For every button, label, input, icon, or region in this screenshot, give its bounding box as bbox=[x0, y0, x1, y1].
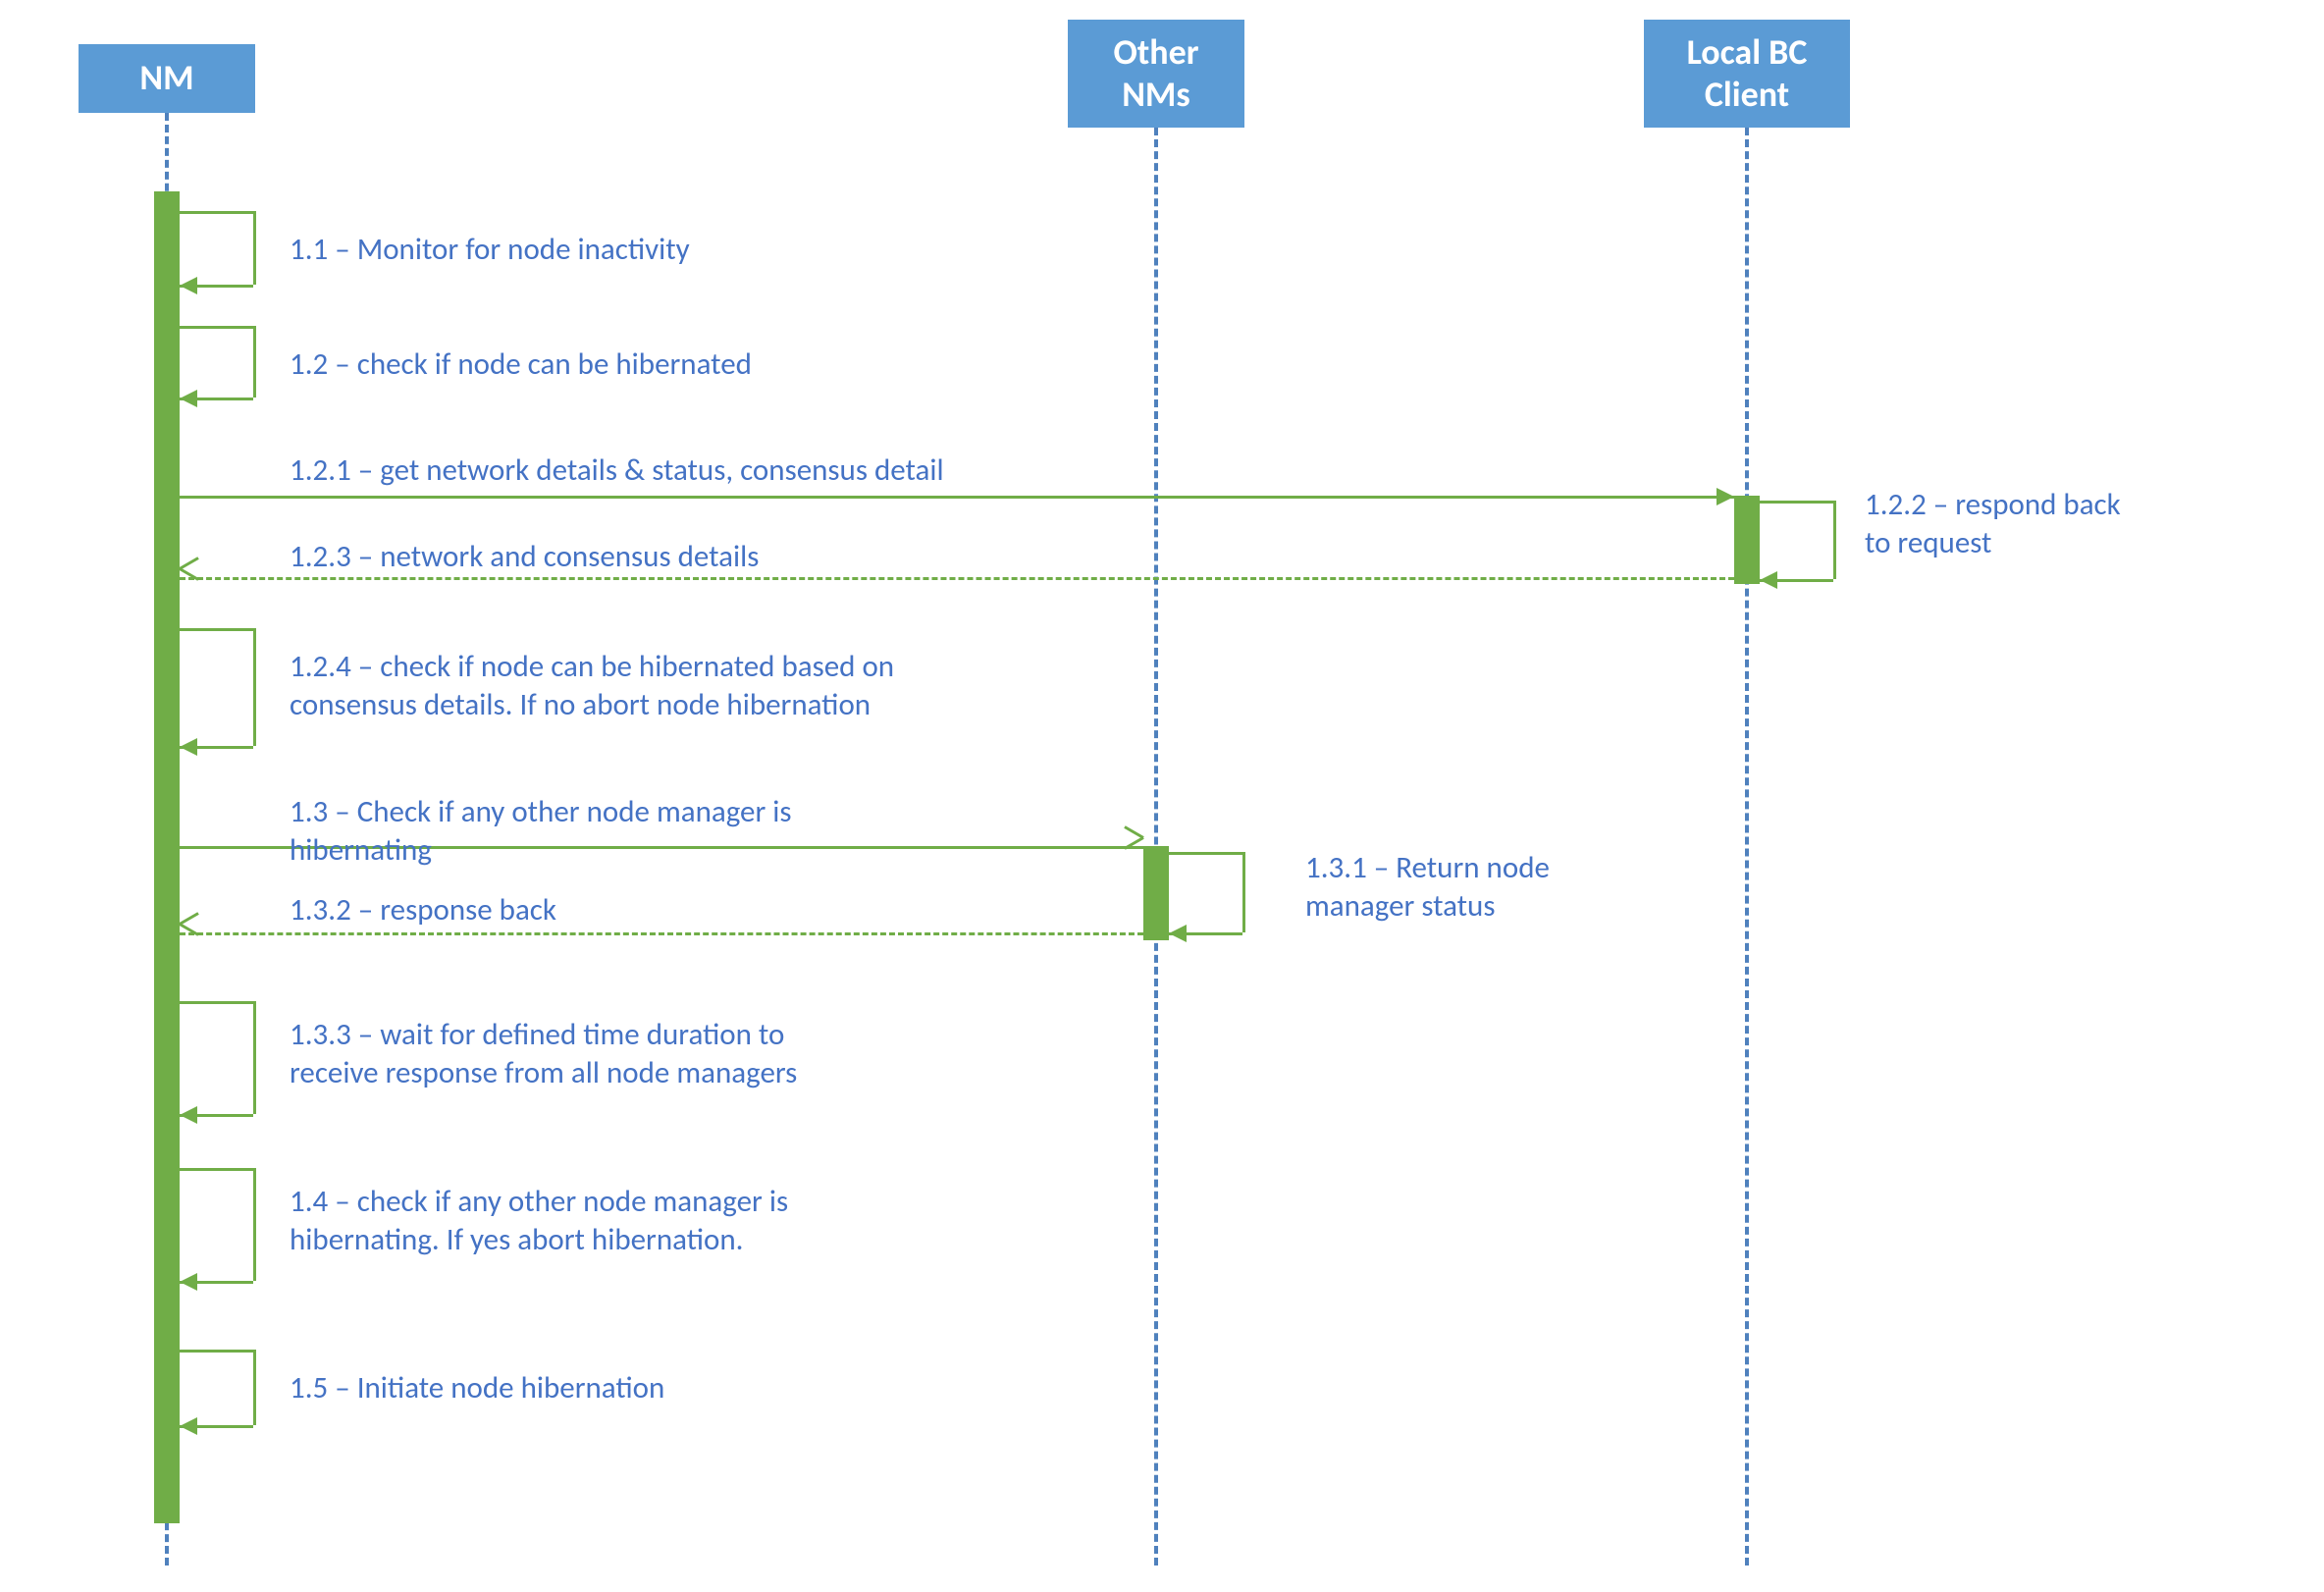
msg-m132-line bbox=[180, 932, 1143, 935]
label-m12: 1.2 – check if node can be hibernated bbox=[290, 345, 752, 384]
msg-m121-line bbox=[180, 496, 1734, 499]
selfmsg-m11-top bbox=[180, 211, 253, 214]
selfmsg-m124-v bbox=[253, 628, 256, 746]
selfmsg-m12-head bbox=[180, 390, 197, 407]
label-m133: 1.3.3 – wait for defined time duration t… bbox=[290, 1016, 797, 1092]
selfmsg-m14-v bbox=[253, 1168, 256, 1281]
label-m11: 1.1 – Monitor for node inactivity bbox=[290, 231, 690, 269]
selfmsg-m133-top bbox=[180, 1001, 253, 1004]
msg-m123-head bbox=[180, 567, 201, 589]
selfmsg-m131-v bbox=[1242, 852, 1245, 932]
activation-nm_main bbox=[154, 191, 180, 1523]
selfmsg-m15-head bbox=[180, 1417, 197, 1435]
selfmsg-m11-head bbox=[180, 277, 197, 294]
selfmsg-m15-v bbox=[253, 1350, 256, 1425]
selfmsg-m122-top bbox=[1760, 501, 1833, 504]
label-m14: 1.4 – check if any other node manager is… bbox=[290, 1183, 788, 1259]
label-m123: 1.2.3 – network and consensus details bbox=[290, 538, 759, 576]
selfmsg-m15-top bbox=[180, 1350, 253, 1353]
label-m13: 1.3 – Check if any other node manager is… bbox=[290, 793, 792, 870]
label-m131: 1.3.1 – Return nodemanager status bbox=[1305, 849, 1550, 926]
label-m121: 1.2.1 – get network details & status, co… bbox=[290, 451, 944, 490]
selfmsg-m122-head bbox=[1760, 571, 1777, 589]
selfmsg-m11-v bbox=[253, 211, 256, 285]
selfmsg-m14-head bbox=[180, 1273, 197, 1291]
selfmsg-m12-top bbox=[180, 326, 253, 329]
label-m124: 1.2.4 – check if node can be hibernated … bbox=[290, 648, 894, 724]
participant-other_nms: OtherNMs bbox=[1068, 20, 1244, 128]
selfmsg-m122-v bbox=[1833, 501, 1836, 579]
msg-m13-head bbox=[1122, 836, 1143, 858]
selfmsg-m133-head bbox=[180, 1106, 197, 1124]
selfmsg-m133-v bbox=[253, 1001, 256, 1114]
activation-other_small bbox=[1143, 846, 1169, 940]
selfmsg-m124-head bbox=[180, 738, 197, 756]
msg-m121-head bbox=[1717, 488, 1734, 505]
sequence-diagram: NM OtherNMs Local BCClient 1.1 – Monitor fo… bbox=[0, 0, 2324, 1592]
selfmsg-m14-top bbox=[180, 1168, 253, 1171]
lifeline-local_bc bbox=[1745, 128, 1749, 1565]
selfmsg-m131-head bbox=[1169, 925, 1187, 942]
selfmsg-m131-top bbox=[1169, 852, 1242, 855]
label-m132: 1.3.2 – response back bbox=[290, 891, 556, 929]
participant-local_bc: Local BCClient bbox=[1644, 20, 1850, 128]
msg-m132-head bbox=[180, 923, 201, 944]
participant-nm: NM bbox=[79, 44, 255, 113]
label-m122: 1.2.2 – respond backto request bbox=[1865, 486, 2121, 562]
selfmsg-m124-top bbox=[180, 628, 253, 631]
activation-bc_small bbox=[1734, 496, 1760, 584]
label-m15: 1.5 – Initiate node hibernation bbox=[290, 1369, 664, 1407]
selfmsg-m12-v bbox=[253, 326, 256, 398]
msg-m123-line bbox=[180, 577, 1734, 580]
